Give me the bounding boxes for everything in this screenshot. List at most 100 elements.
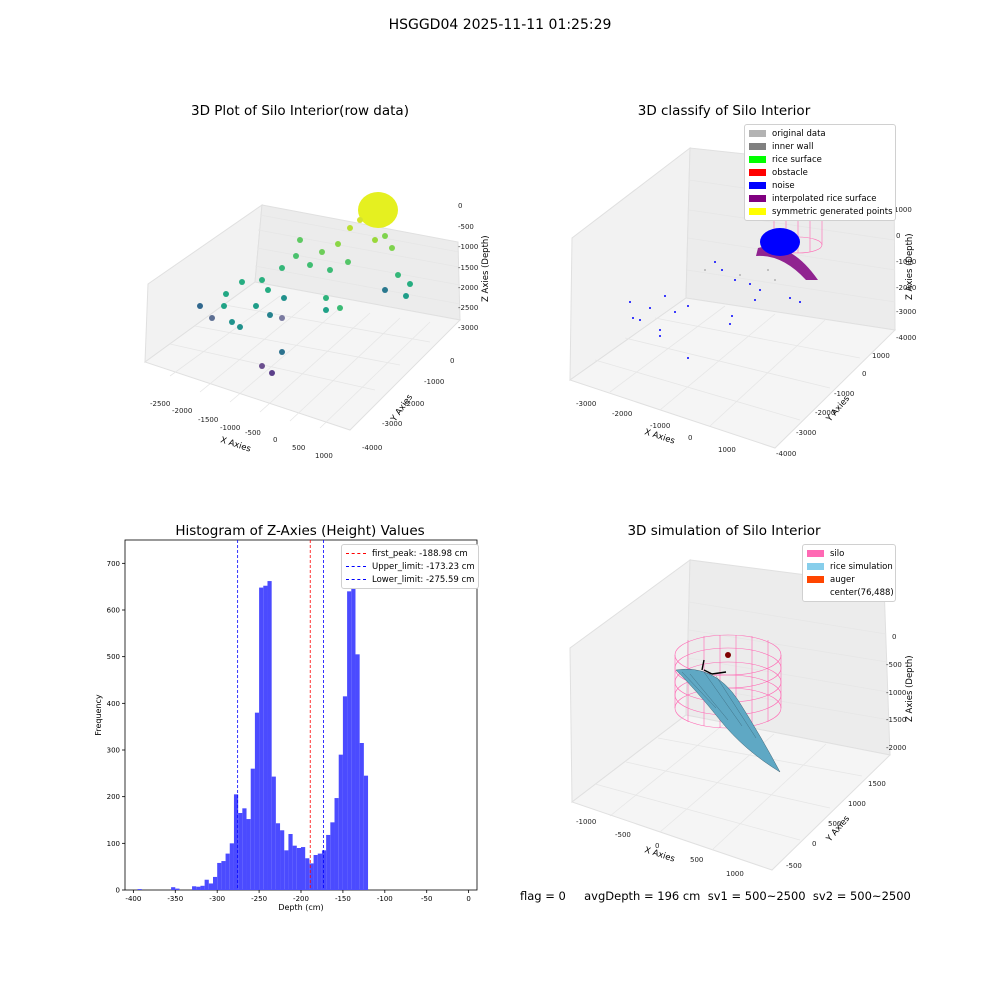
legend-item: rice surface bbox=[749, 153, 891, 166]
histogram-legend: first_peak: -188.98 cm Upper_limit: -173… bbox=[341, 544, 479, 589]
simulation-xtick: -1000 bbox=[576, 818, 596, 826]
legend-swatch bbox=[749, 130, 766, 137]
classify-interpolated-surface bbox=[756, 246, 818, 280]
classify-ztick: -4000 bbox=[896, 334, 916, 342]
histogram-bar bbox=[355, 654, 360, 890]
histogram-bar bbox=[221, 861, 226, 890]
classify-pane-floor bbox=[568, 297, 897, 449]
histogram-bar bbox=[342, 696, 348, 890]
legend-label: auger bbox=[830, 574, 855, 585]
histogram-ytick-label: 500 bbox=[107, 653, 120, 661]
histogram-bar bbox=[313, 855, 318, 890]
raw-xtick: -2500 bbox=[150, 400, 170, 408]
classify-plot-title: 3D classify of Silo Interior bbox=[637, 103, 811, 119]
simulation-ztick: 0 bbox=[892, 633, 896, 641]
raw-point bbox=[357, 217, 363, 223]
histogram-bar bbox=[305, 858, 310, 890]
noise-point bbox=[729, 323, 731, 325]
histogram-bar bbox=[204, 879, 209, 890]
noise-point bbox=[749, 283, 751, 285]
histogram-bar bbox=[254, 712, 260, 890]
noise-point bbox=[714, 261, 716, 263]
histogram-bar bbox=[309, 863, 314, 890]
legend-label: Lower_limit: -275.59 cm bbox=[372, 574, 475, 585]
raw-point bbox=[323, 307, 329, 313]
raw-point bbox=[259, 277, 265, 283]
histogram-bar bbox=[292, 845, 297, 890]
legend-label: rice simulation bbox=[830, 561, 893, 572]
raw-point bbox=[403, 293, 409, 299]
noise-point bbox=[659, 335, 661, 337]
raw-ztick: -2500 bbox=[458, 304, 478, 312]
legend-item: first_peak: -188.98 cm bbox=[346, 547, 474, 560]
legend-item: interpolated rice surface bbox=[749, 192, 891, 205]
raw-pane-floor bbox=[143, 281, 462, 431]
simulation-center-marker bbox=[725, 652, 731, 658]
histogram-bar bbox=[288, 834, 293, 890]
raw-ztick: -2000 bbox=[458, 284, 478, 292]
classify-xlabel: X Axies bbox=[643, 427, 676, 446]
legend-swatch bbox=[807, 589, 824, 596]
simulation-ztick: -2000 bbox=[886, 744, 906, 752]
raw-point bbox=[259, 363, 265, 369]
histogram-bar bbox=[200, 885, 205, 890]
histogram-bar bbox=[275, 823, 281, 890]
raw-ztick: 0 bbox=[458, 202, 462, 210]
legend-label: obstacle bbox=[772, 167, 808, 178]
raw-ytick: -2000 bbox=[404, 400, 424, 408]
raw-point bbox=[382, 233, 388, 239]
raw-xtick: -1000 bbox=[220, 424, 240, 432]
classify-ytick: -1000 bbox=[834, 390, 854, 398]
noise-point bbox=[674, 311, 676, 313]
original-point bbox=[704, 269, 706, 271]
noise-point bbox=[659, 329, 661, 331]
noise-point bbox=[629, 301, 631, 303]
legend-item: obstacle bbox=[749, 166, 891, 179]
raw-point bbox=[347, 225, 353, 231]
histogram-bar bbox=[317, 853, 322, 890]
histogram-bar bbox=[137, 889, 142, 890]
legend-swatch bbox=[807, 576, 824, 583]
histogram-bar bbox=[334, 798, 339, 890]
classify-ytick: 0 bbox=[862, 370, 866, 378]
histogram-xlabel: Depth (cm) bbox=[278, 903, 323, 912]
simulation-ytick: 1000 bbox=[848, 800, 866, 808]
simulation-xlabel: X Axies bbox=[643, 845, 676, 864]
histogram-ytick-label: 300 bbox=[107, 747, 120, 755]
raw-point bbox=[407, 281, 413, 287]
raw-ztick: -1000 bbox=[458, 243, 478, 251]
raw-point bbox=[221, 303, 227, 309]
raw-xtick: -1500 bbox=[198, 416, 218, 424]
legend-item: original data bbox=[749, 127, 891, 140]
legend-label: original data bbox=[772, 128, 826, 139]
noise-point bbox=[632, 317, 634, 319]
legend-item: rice simulation bbox=[807, 560, 893, 573]
histogram-bar bbox=[259, 587, 264, 890]
histogram-bar bbox=[351, 556, 356, 890]
histogram-bar bbox=[284, 850, 289, 890]
raw-point bbox=[279, 315, 285, 321]
histogram-bars bbox=[137, 556, 369, 890]
legend-label: silo bbox=[830, 548, 845, 559]
legend-item: auger bbox=[807, 573, 891, 586]
noise-point bbox=[649, 307, 651, 309]
histogram-frame bbox=[124, 539, 478, 891]
raw-point bbox=[389, 245, 395, 251]
raw-point bbox=[269, 370, 275, 376]
raw-tick-labels: -2500 -2000 -1500 -1000 -500 0 500 1000 … bbox=[150, 202, 478, 460]
classify-xtick: 0 bbox=[688, 434, 692, 442]
legend-item: silo bbox=[807, 547, 891, 560]
histogram-bar bbox=[217, 862, 222, 890]
simulation-xtick: 500 bbox=[690, 856, 703, 864]
noise-point bbox=[721, 269, 723, 271]
raw-point bbox=[337, 305, 343, 311]
legend-label: inner wall bbox=[772, 141, 814, 152]
legend-item: Upper_limit: -173.23 cm bbox=[346, 560, 475, 573]
noise-point bbox=[639, 319, 641, 321]
classify-xtick: -1000 bbox=[650, 422, 670, 430]
raw-point bbox=[395, 272, 401, 278]
raw-point bbox=[229, 319, 235, 325]
histogram-bar bbox=[242, 808, 247, 890]
classify-xtick: 1000 bbox=[718, 446, 736, 454]
noise-point bbox=[731, 315, 733, 317]
